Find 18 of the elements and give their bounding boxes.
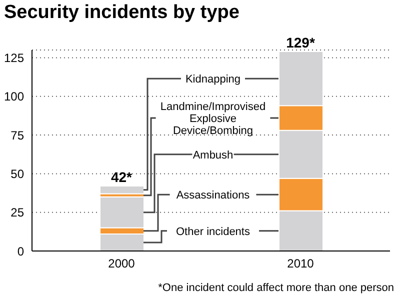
bar [100, 186, 144, 194]
text: Kidnapping [185, 74, 241, 86]
text: *One incident could affect more than one person [158, 282, 394, 294]
x-tick-label: 2010 [287, 256, 314, 271]
text: Ambush [192, 149, 234, 162]
x-tick-label: 2000 [108, 256, 136, 271]
series-label: Landmine/Improvised Explosive Device/Bombing [160, 101, 266, 138]
text: Assassinations [176, 190, 250, 202]
text: Other incidents [176, 226, 250, 238]
total-label: 129* [286, 34, 316, 51]
chart-title: Security incidents by type [4, 2, 240, 24]
y-tick-label: 0 [17, 244, 24, 258]
total-label: 42* [110, 169, 133, 186]
y-tick-label: 100 [4, 90, 24, 104]
y-tick-label: 75 [10, 128, 24, 142]
y-tick-label: 50 [10, 166, 24, 181]
y-tick-label: 25 [10, 206, 24, 220]
y-tick-label: 125 [4, 50, 24, 65]
